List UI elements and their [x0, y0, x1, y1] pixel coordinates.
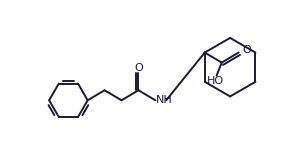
- Text: O: O: [243, 45, 251, 55]
- Text: O: O: [134, 63, 143, 73]
- Text: HO: HO: [207, 76, 223, 86]
- Text: NH: NH: [156, 95, 173, 105]
